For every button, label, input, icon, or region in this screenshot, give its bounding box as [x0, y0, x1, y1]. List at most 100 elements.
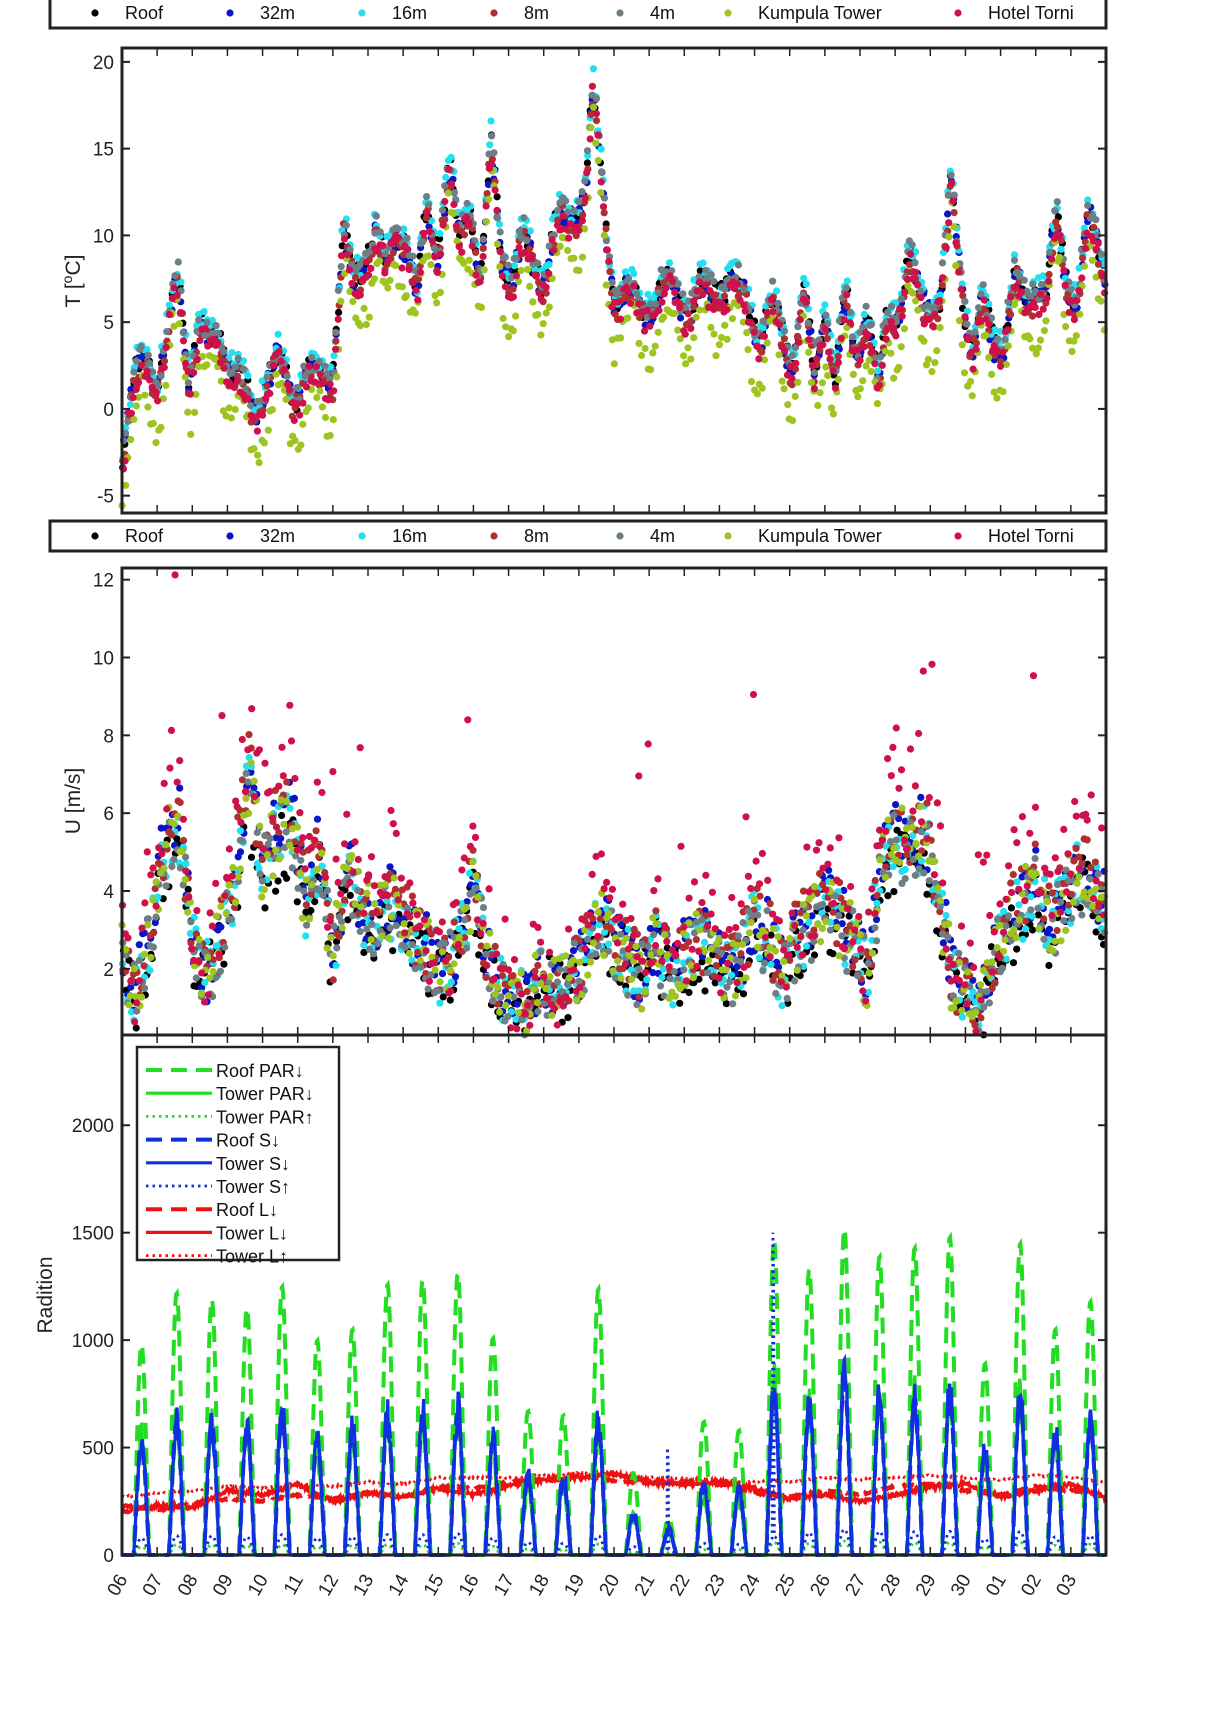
data-point	[315, 842, 324, 850]
data-point	[938, 281, 947, 289]
data-point	[1002, 922, 1010, 930]
data-point	[786, 935, 794, 943]
y-tick-label: 0	[103, 400, 114, 421]
data-point	[592, 950, 600, 958]
data-point	[400, 920, 408, 928]
data-point	[1048, 889, 1056, 897]
data-point	[890, 888, 898, 896]
data-point	[135, 941, 143, 949]
data-point	[140, 962, 148, 970]
data-point	[1039, 305, 1047, 313]
data-point	[884, 892, 892, 900]
data-point	[958, 1007, 966, 1015]
data-point	[831, 384, 840, 392]
data-point	[780, 957, 788, 966]
data-point	[354, 855, 362, 864]
data-point	[565, 925, 573, 933]
data-point	[687, 317, 695, 325]
data-point	[665, 259, 674, 267]
data-point	[817, 938, 825, 946]
data-point	[1053, 198, 1061, 206]
data-point	[149, 419, 157, 427]
data-point	[950, 209, 958, 217]
data-point	[403, 234, 411, 242]
data-point	[789, 416, 797, 425]
data-point	[988, 958, 996, 966]
data-point	[859, 323, 867, 331]
data-point	[985, 320, 993, 328]
data-point	[781, 347, 789, 355]
data-point	[449, 210, 458, 218]
data-point	[917, 287, 925, 295]
data-point	[311, 378, 319, 386]
data-point	[1028, 926, 1037, 934]
data-point	[472, 872, 480, 880]
data-point	[127, 977, 135, 985]
data-point	[702, 281, 710, 289]
data-point	[173, 778, 181, 786]
data-point	[1075, 873, 1083, 881]
data-point	[138, 924, 146, 932]
data-point	[911, 268, 920, 276]
data-point	[408, 941, 416, 949]
data-point	[389, 820, 397, 828]
data-point	[603, 246, 612, 254]
data-point	[614, 298, 622, 306]
data-point	[1068, 914, 1076, 923]
data-point	[641, 344, 649, 353]
data-point	[1012, 934, 1020, 942]
data-point	[515, 277, 523, 286]
data-point	[991, 326, 999, 334]
data-point	[425, 227, 433, 236]
data-point	[204, 342, 212, 350]
data-point	[272, 887, 280, 895]
data-point	[917, 828, 925, 836]
data-point	[346, 891, 354, 900]
data-point	[704, 957, 713, 965]
data-point	[917, 818, 926, 826]
data-point	[991, 979, 999, 987]
data-point	[316, 387, 324, 395]
data-point	[365, 871, 373, 879]
data-point	[283, 798, 291, 806]
data-point	[556, 242, 564, 250]
data-point	[520, 227, 529, 235]
data-point	[1012, 284, 1020, 292]
data-point	[824, 860, 832, 868]
data-point	[160, 779, 168, 788]
data-point	[576, 958, 584, 966]
data-point	[367, 853, 376, 861]
data-point	[401, 943, 409, 951]
data-point	[340, 896, 349, 904]
data-point	[534, 961, 542, 970]
data-point	[1001, 336, 1009, 344]
data-point	[1049, 947, 1057, 955]
data-point	[760, 356, 769, 364]
data-point	[420, 229, 428, 237]
data-point	[739, 919, 747, 927]
data-point	[447, 153, 455, 161]
data-point	[892, 724, 900, 732]
data-point	[722, 966, 730, 974]
data-point	[523, 1001, 532, 1009]
data-point	[996, 327, 1004, 336]
data-point	[323, 944, 331, 952]
data-point	[887, 772, 895, 780]
data-point	[1018, 873, 1026, 881]
data-point	[196, 336, 204, 345]
data-point	[952, 239, 960, 247]
data-point	[744, 872, 753, 880]
data-point	[416, 268, 424, 276]
data-point	[394, 225, 402, 233]
data-point	[680, 352, 688, 360]
data-point	[1070, 337, 1078, 345]
data-point	[901, 875, 909, 883]
data-point	[297, 856, 305, 864]
data-point	[359, 919, 367, 927]
data-point	[1076, 310, 1084, 318]
data-point	[834, 352, 842, 360]
data-point	[195, 363, 203, 371]
data-point	[408, 956, 416, 964]
data-point	[542, 985, 550, 993]
